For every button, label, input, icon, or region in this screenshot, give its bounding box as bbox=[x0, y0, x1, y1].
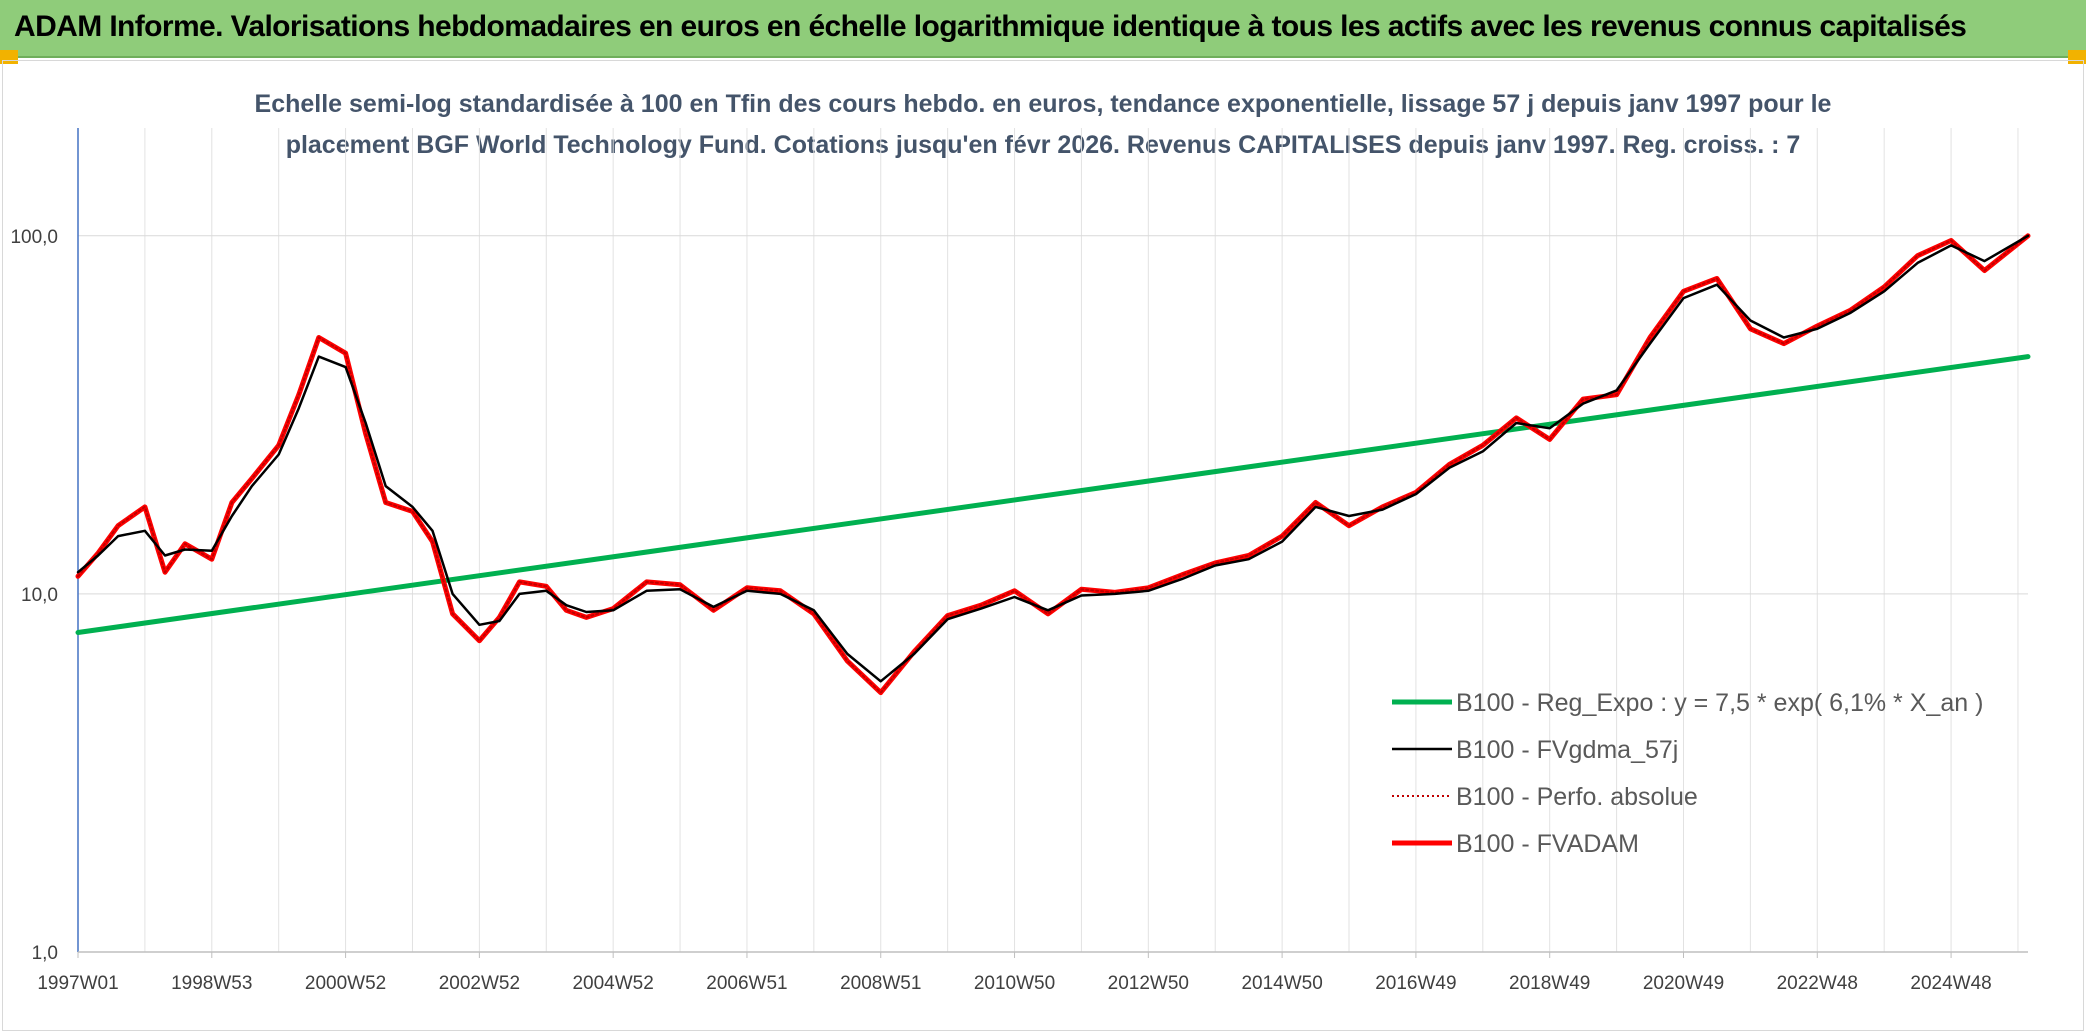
y-tick-label: 10,0 bbox=[21, 585, 58, 606]
x-tick-label: 2010W50 bbox=[974, 973, 1055, 994]
x-tick-label: 1998W53 bbox=[171, 973, 252, 994]
chart-subtitle-line-2: placement BGF World Technology Fund. Cot… bbox=[286, 131, 1801, 159]
x-tick-label: 2006W51 bbox=[706, 973, 787, 994]
x-tick-label: 2012W50 bbox=[1108, 973, 1189, 994]
x-tick-label: 2024W48 bbox=[1910, 973, 1991, 994]
y-tick-label: 100,0 bbox=[10, 227, 58, 248]
y-tick-label: 1,0 bbox=[32, 943, 58, 964]
legend-label-4: B100 - FVADAM bbox=[1456, 830, 1639, 858]
x-tick-label: 2004W52 bbox=[572, 973, 653, 994]
x-tick-label: 2022W48 bbox=[1777, 973, 1858, 994]
x-tick-label: 2018W49 bbox=[1509, 973, 1590, 994]
series-line-2 bbox=[76, 234, 2030, 683]
series-line-3 bbox=[77, 234, 2029, 694]
x-tick-label: 2000W52 bbox=[305, 973, 386, 994]
legend-label-3: B100 - Perfo. absolue bbox=[1456, 783, 1698, 811]
x-tick-label: 2016W49 bbox=[1375, 973, 1456, 994]
page-title: ADAM Informe. Valorisations hebdomadaire… bbox=[14, 10, 1967, 43]
x-tick-label: 2014W50 bbox=[1241, 973, 1322, 994]
x-tick-label: 2002W52 bbox=[439, 973, 520, 994]
legend-label-1: B100 - Reg_Expo : y = 7,5 * exp( 6,1% * … bbox=[1456, 689, 1983, 717]
series-line-1 bbox=[75, 354, 2031, 635]
chart-frame bbox=[2, 60, 2084, 1031]
header-banner: ADAM Informe. Valorisations hebdomadaire… bbox=[0, 0, 2086, 58]
x-tick-label: 2008W51 bbox=[840, 973, 921, 994]
legend-label-2: B100 - FVgdma_57j bbox=[1456, 736, 1678, 764]
x-tick-label: 2020W49 bbox=[1643, 973, 1724, 994]
chart-subtitle-line-1: Echelle semi-log standardisée à 100 en T… bbox=[255, 90, 1832, 118]
x-tick-label: 1997W01 bbox=[37, 973, 118, 994]
